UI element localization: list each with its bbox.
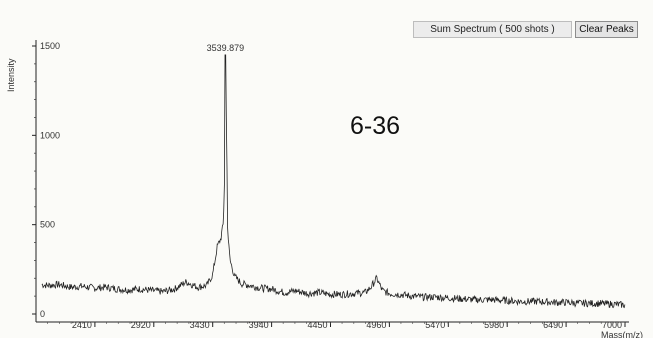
y-tick-label: 0	[40, 309, 45, 319]
x-tick-label: 2920	[131, 320, 151, 330]
x-tick-label: 4960	[366, 320, 386, 330]
x-axis-label: Mass(m/z)	[601, 330, 643, 338]
x-tick-label: 7000	[602, 320, 622, 330]
y-tick-label: 1000	[40, 130, 60, 140]
sum-spectrum-label: Sum Spectrum ( 500 shots )	[413, 21, 572, 38]
x-tick-label: 5470	[425, 320, 445, 330]
x-tick-label: 5980	[484, 320, 504, 330]
x-tick-label: 4450	[307, 320, 327, 330]
y-tick-label: 500	[40, 220, 55, 230]
clear-peaks-button[interactable]: Clear Peaks	[575, 21, 638, 38]
x-tick-label: 2410	[72, 320, 92, 330]
peak-label: 3539.879	[207, 43, 245, 53]
x-tick-label: 6490	[543, 320, 563, 330]
spectrum-line	[41, 54, 626, 309]
x-tick-label: 3940	[249, 320, 269, 330]
x-tick-label: 3430	[190, 320, 210, 330]
y-axis-label: Intensity	[6, 58, 16, 92]
sample-annotation: 6-36	[350, 112, 401, 140]
y-tick-label: 1500	[40, 41, 60, 51]
